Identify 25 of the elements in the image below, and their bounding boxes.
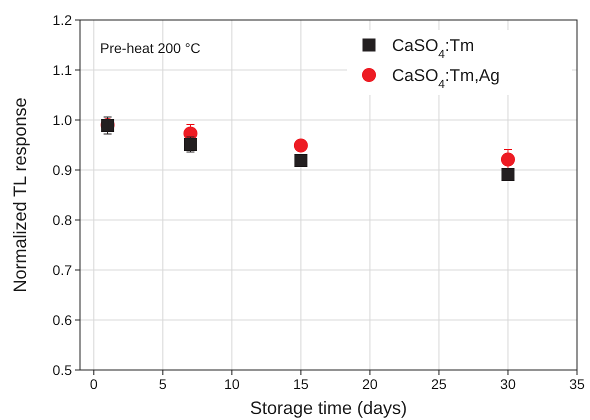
x-axis-title: Storage time (days) [250,398,408,418]
x-tick-label: 30 [500,376,516,392]
legend-label: CaSO$_{4}$:Tm [392,36,474,61]
y-axis-title: Normalized TL response [10,97,30,293]
y-tick-label: 1.1 [52,62,72,78]
point [294,138,308,152]
x-tick-label: 0 [90,376,98,392]
point [500,152,515,166]
y-tick-label: 0.8 [52,212,72,228]
x-tick-label: 10 [224,376,240,392]
point [501,168,514,181]
x-tick-label: 15 [293,376,309,392]
annotation: Pre-heat 200 °C [100,40,201,56]
y-tick-label: 1.2 [52,12,72,28]
y-tick-label: 1.0 [52,112,72,128]
y-tick-label: 0.6 [52,312,72,328]
x-tick-label: 35 [569,376,585,392]
x-tick-label: 5 [158,376,167,392]
point [294,154,308,167]
x-tick-label: 20 [362,376,378,392]
x-tick-label: 25 [431,376,447,392]
y-tick-label: 0.9 [52,162,72,178]
y-tick-label: 0.7 [52,262,72,278]
y-tick-label: 0.5 [52,362,72,378]
legend-label: CaSO$_{4}$:Tm,Ag [392,66,500,91]
